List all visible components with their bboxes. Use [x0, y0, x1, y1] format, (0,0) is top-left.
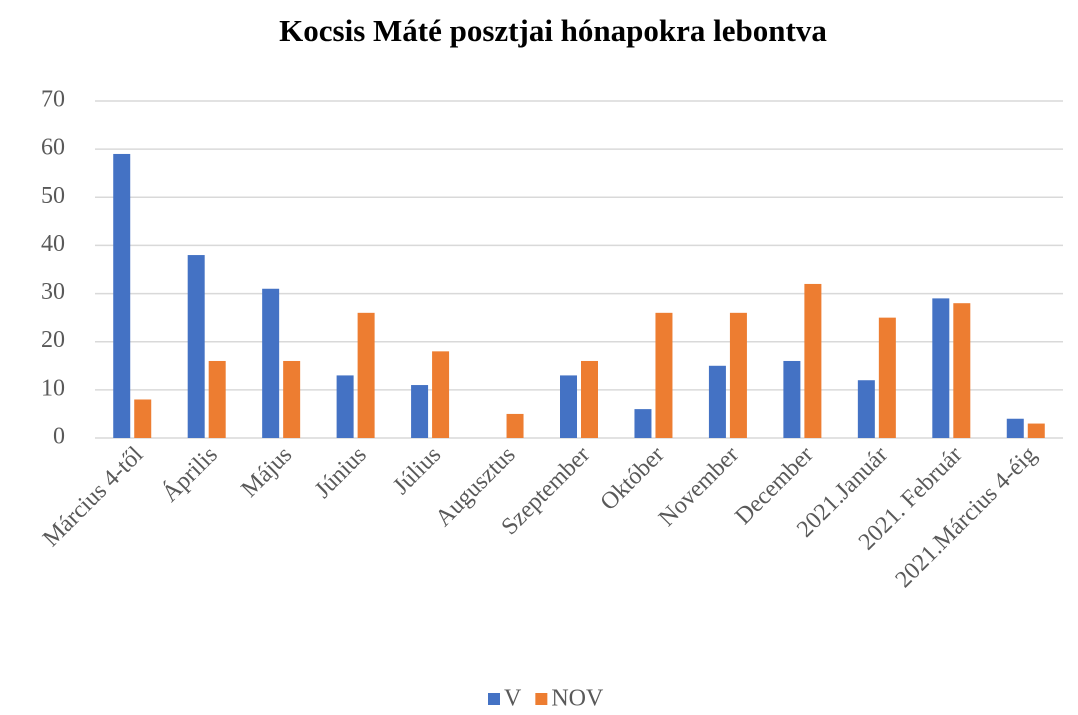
x-tick-label: November: [654, 442, 744, 532]
bar: [783, 360, 801, 438]
bar: [187, 255, 205, 438]
y-tick-label: 50: [41, 183, 65, 209]
bar: [932, 298, 950, 438]
y-tick-label: 70: [41, 87, 65, 113]
bar: [283, 360, 301, 438]
x-tick-label: Június: [310, 442, 372, 504]
x-tick-label: Október: [596, 442, 670, 516]
bar: [634, 409, 652, 438]
bar: [857, 380, 875, 438]
legend-swatch: [488, 693, 500, 705]
y-tick-label: 20: [41, 327, 65, 353]
y-tick-label: 0: [53, 424, 65, 450]
x-tick-label: Május: [236, 442, 297, 503]
legend-swatch: [535, 693, 548, 705]
bar: [1027, 423, 1045, 438]
legend-label: NOV: [551, 686, 604, 712]
bar: [1006, 418, 1024, 438]
bar: [208, 360, 226, 438]
legend-label: V: [504, 686, 522, 712]
bar: [729, 312, 747, 438]
bar: [134, 399, 152, 438]
chart-title: Kocsis Máté posztjai hónapokra lebontva: [279, 13, 827, 48]
bar: [432, 351, 450, 438]
bar: [708, 365, 726, 438]
bar: [113, 153, 131, 438]
bar: [560, 375, 577, 438]
y-tick-label: 10: [41, 375, 65, 401]
bar: [804, 283, 822, 438]
x-tick-label: Március 4-től: [38, 442, 149, 553]
bar: [655, 312, 673, 438]
x-tick-label: Április: [157, 442, 223, 508]
bar: [411, 385, 429, 438]
y-tick-label: 40: [41, 231, 65, 257]
bar: [878, 317, 896, 438]
bar: [262, 288, 280, 438]
bar: [336, 375, 354, 438]
y-tick-label: 30: [41, 279, 65, 305]
bar: [581, 360, 598, 438]
x-tick-label: Július: [388, 442, 446, 500]
bar: [357, 312, 375, 438]
y-tick-label: 60: [41, 135, 65, 161]
bar: [506, 413, 524, 438]
bar: [953, 303, 971, 438]
x-tick-label: 2021.Március 4-éig: [891, 442, 1042, 593]
